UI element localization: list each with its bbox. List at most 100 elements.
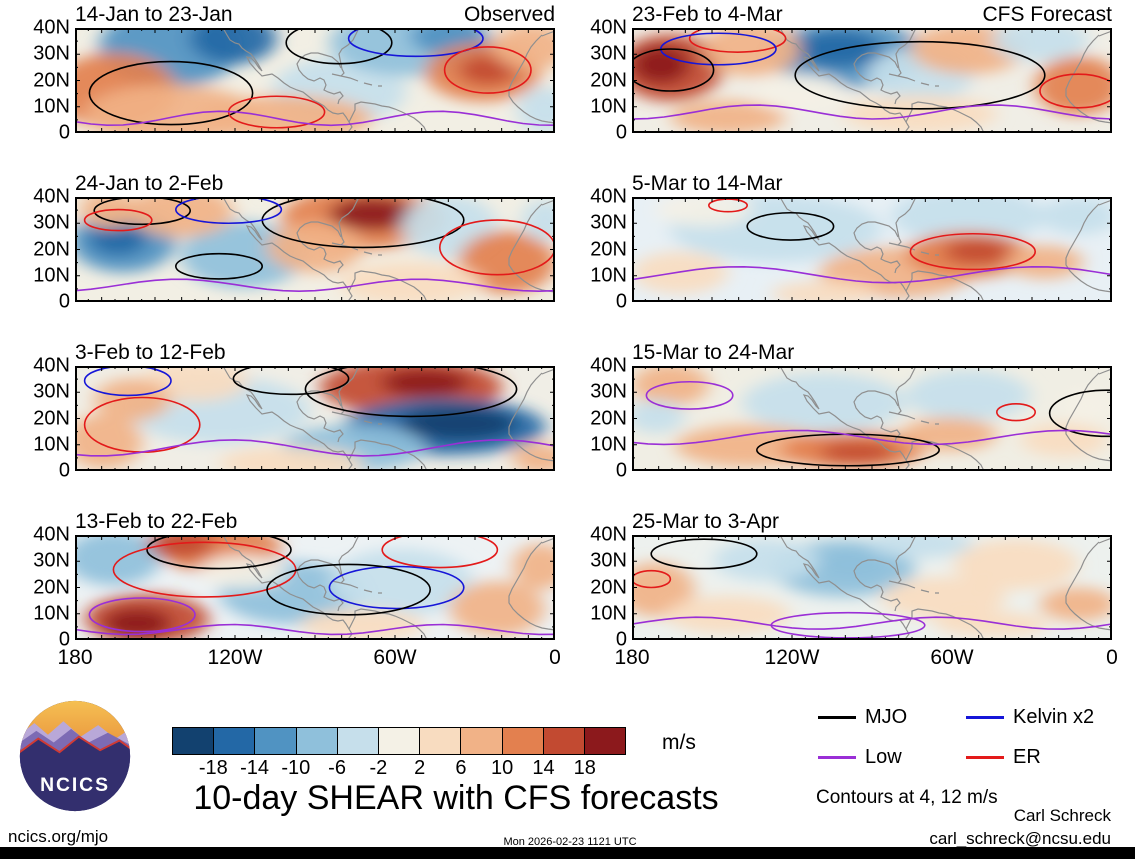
colorbar-units: m/s [662, 731, 696, 754]
colorbar-cell [501, 728, 543, 754]
colorbar-labels: -18 -14 -10 -6 -2 2 6 10 14 18 [172, 757, 626, 781]
panel-title: 14-Jan to 23-Jan [75, 3, 233, 26]
panel-title: 24-Jan to 2-Feb [75, 172, 224, 195]
lat-tick-label: 0 [615, 121, 627, 144]
lat-axis: 40N 30N 20N 10N 0 [586, 17, 632, 144]
lat-tick-label: 40N [590, 523, 627, 546]
credit-name: Carl Schreck [1013, 806, 1111, 825]
lat-tick-label: 40N [590, 185, 627, 208]
logo-text: NCICS [40, 775, 110, 796]
colorbar-cell [254, 728, 296, 754]
legend: MJO Kelvin x2 Low ER [818, 706, 1128, 769]
timestamp: Mon 2026-02-23 1121 UTC [503, 836, 637, 848]
lat-axis: 40N 30N 20N 10N 0 [586, 186, 632, 313]
colorbar-tick-label: -6 [328, 757, 346, 779]
colorbar-cell [377, 728, 420, 754]
lat-tick-label: 20N [590, 407, 627, 429]
legend-item-kelvin: Kelvin x2 [966, 706, 1128, 729]
panel-title: 15-Mar to 24-Mar [632, 341, 795, 364]
legend-label-mjo: MJO [865, 706, 908, 728]
lat-tick-label: 30N [590, 380, 627, 403]
legend-item-er: ER [966, 746, 1128, 769]
lat-tick-label: 10N [590, 602, 627, 625]
legend-item-low: Low [818, 746, 966, 769]
colorbar-cell [295, 728, 337, 754]
lat-axis: 40N 30N 20N 10N 0 [29, 186, 75, 313]
lat-axis: 40N 30N 20N 10N 0 [586, 355, 632, 482]
er-line-swatch [966, 756, 1004, 759]
colorbar-tick-label: -18 [198, 757, 228, 779]
colorbar-cell [583, 728, 626, 754]
panel-forecast-4: 25-Mar to 3-Apr 40N 30N 20N 10N 0 180 120W 60W… [590, 510, 1118, 669]
lat-tick-label: 20N [33, 69, 70, 91]
map-canvas [632, 535, 1112, 640]
panel-title: 25-Mar to 3-Apr [632, 510, 780, 533]
map-canvas [632, 366, 1112, 471]
lon-axis: 180 120W 60W 0 [614, 646, 1117, 672]
lat-tick-label: 30N [590, 549, 627, 572]
lat-axis: 40N 30N 20N 10N 0 [29, 355, 75, 482]
lat-tick-label: 20N [590, 576, 627, 598]
colorbar-cell [213, 728, 255, 754]
panel-observed-2: 24-Jan to 2-Feb 40N 30N 20N 10N 0 [33, 172, 555, 313]
map-canvas [75, 197, 555, 302]
colorbar-cell [460, 728, 502, 754]
panel-title: 5-Mar to 14-Mar [632, 172, 783, 195]
ncics-logo: NCICS [17, 698, 133, 814]
legend-label-kelvin: Kelvin x2 [1013, 706, 1095, 728]
lon-axis: 180 120W 60W 0 [57, 646, 560, 672]
low-line-swatch [818, 756, 856, 759]
panel-title: 23-Feb to 4-Mar [632, 3, 783, 26]
map-canvas [632, 28, 1112, 133]
map-canvas [75, 366, 555, 471]
colorbar-cell [542, 728, 584, 754]
lat-tick-label: 10N [33, 602, 70, 625]
panel-forecast-1: 23-Feb to 4-Mar CFS Forecast 40N 30N 20N 10… [590, 3, 1112, 144]
panel-observed-1: 14-Jan to 23-Jan Observed 40N 30N 20N 10N 0 [33, 3, 555, 144]
colorbar-tick-label: -14 [240, 757, 269, 779]
lat-tick-label: 0 [615, 290, 627, 313]
lat-axis: 40N 30N 20N 10N 0 [29, 524, 75, 651]
map-canvas [632, 197, 1112, 302]
panel-observed-3: 3-Feb to 12-Feb 40N 30N 20N 10N 0 [33, 341, 555, 482]
lat-tick-label: 10N [33, 264, 70, 287]
colorbar-cell [336, 728, 378, 754]
lon-tick-label: 60W [930, 646, 974, 669]
lat-tick-label: 0 [58, 121, 70, 144]
lon-tick-label: 60W [373, 646, 417, 669]
lon-tick-label: 180 [614, 646, 650, 669]
column-label-observed: Observed [463, 3, 555, 26]
logo-mountains-front [19, 736, 131, 812]
lat-tick-label: 40N [33, 354, 70, 377]
panel-observed-4: 13-Feb to 22-Feb 40N 30N 20N 10N 0 180 120W 60… [33, 510, 561, 669]
lat-tick-label: 10N [33, 95, 70, 118]
colorbar-tick-label: 2 [414, 757, 426, 779]
bottom-bar [0, 847, 1135, 859]
lat-tick-label: 20N [33, 576, 70, 598]
legend-label-er: ER [1013, 746, 1041, 768]
column-label-forecast: CFS Forecast [982, 3, 1112, 26]
lat-tick-label: 10N [590, 95, 627, 118]
lat-tick-label: 30N [33, 549, 70, 572]
lat-tick-label: 40N [590, 354, 627, 377]
lat-tick-label: 0 [58, 459, 70, 482]
colorbar-cell [419, 728, 461, 754]
panel-forecast-2: 5-Mar to 14-Mar 40N 30N 20N 10N 0 [590, 172, 1112, 313]
colorbar-tick-label: 10 [491, 757, 514, 779]
lat-tick-label: 40N [33, 16, 70, 39]
lat-tick-label: 30N [590, 42, 627, 65]
figure-title: 10-day SHEAR with CFS forecasts [193, 779, 719, 817]
map-canvas [75, 535, 555, 640]
lon-tick-label: 120W [764, 646, 820, 669]
lat-tick-label: 20N [590, 238, 627, 260]
lat-tick-label: 30N [33, 211, 70, 234]
lat-tick-label: 40N [33, 185, 70, 208]
colorbar-tick-label: 14 [532, 757, 555, 779]
site-label: ncics.org/mjo [8, 827, 109, 846]
colorbar-tick-label: 6 [455, 757, 467, 779]
lat-tick-label: 30N [33, 42, 70, 65]
lat-tick-label: 40N [33, 523, 70, 546]
kelvin-line-swatch [966, 716, 1004, 719]
lat-tick-label: 20N [33, 407, 70, 429]
lon-tick-label: 0 [1106, 646, 1118, 669]
